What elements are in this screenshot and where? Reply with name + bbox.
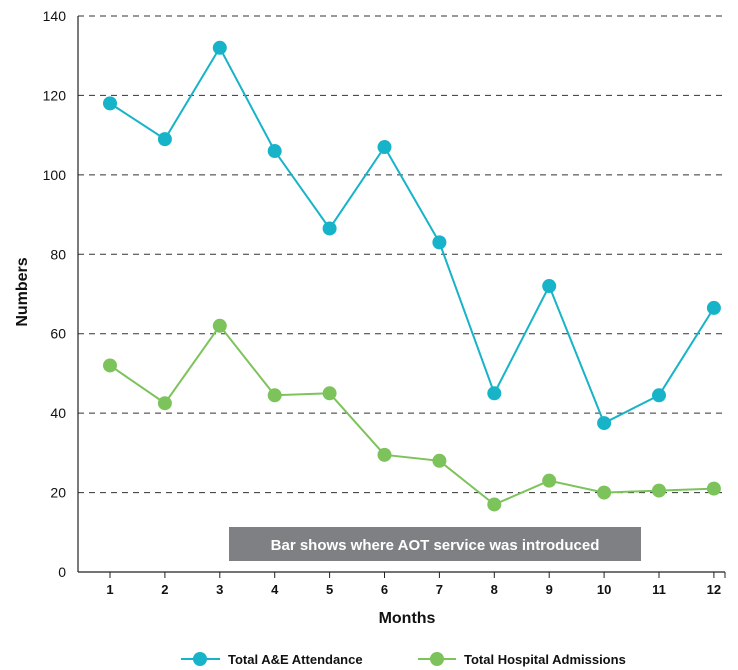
legend-swatch-marker-admissions: [430, 652, 444, 666]
data-point: [267, 388, 282, 403]
data-point: [267, 144, 282, 159]
data-point: [432, 235, 447, 250]
x-tick-label: 10: [597, 582, 611, 597]
x-tick-label: 2: [161, 582, 168, 597]
data-point: [212, 40, 227, 55]
x-tick-label: 4: [271, 582, 279, 597]
x-axis-title: Months: [379, 610, 436, 627]
x-tick-label: 12: [707, 582, 721, 597]
series-line-0: [109, 45, 715, 425]
y-tick-label: 20: [50, 485, 66, 501]
x-tick-label: 7: [436, 582, 443, 597]
data-point: [103, 358, 117, 373]
data-point: [597, 485, 612, 500]
x-tick-label: 3: [216, 582, 223, 597]
data-point: [542, 473, 557, 488]
data-point: [377, 447, 392, 462]
legend-item-ae: Total A&E Attendance: [181, 652, 363, 667]
legend-label-ae: Total A&E Attendance: [228, 652, 363, 667]
data-point: [652, 483, 666, 498]
data-point: [103, 96, 117, 111]
data-point: [377, 140, 392, 155]
x-tick-label: 5: [326, 582, 333, 597]
y-tick-label: 80: [50, 246, 66, 262]
x-tick-label: 9: [546, 582, 553, 597]
x-tick-label: 11: [652, 582, 666, 597]
series-layer: [103, 40, 721, 512]
data-point: [542, 279, 557, 294]
y-tick-label: 100: [43, 167, 67, 183]
legend: Total A&E Attendance Total Hospital Admi…: [181, 652, 626, 667]
y-tick-label: 140: [43, 8, 67, 24]
annotation-banner: Bar shows where AOT service was introduc…: [229, 527, 641, 561]
gridlines: [78, 15, 725, 494]
series-line-1: [109, 324, 714, 506]
annotation-banner-text: Bar shows where AOT service was introduc…: [271, 537, 600, 554]
y-tick-label: 60: [50, 326, 66, 342]
y-tick-label: 120: [43, 87, 67, 103]
data-point: [157, 396, 172, 411]
data-point: [212, 318, 227, 333]
data-point: [487, 386, 502, 401]
data-point: [706, 300, 721, 315]
data-point: [652, 388, 666, 403]
data-point: [432, 453, 447, 468]
y-tick-label: 0: [58, 564, 66, 580]
x-tick-label: 8: [491, 582, 498, 597]
y-tick-label: 40: [50, 405, 66, 421]
legend-item-admissions: Total Hospital Admissions: [418, 652, 626, 667]
x-axis-ticks: 1 2 3 4 5 6 7 8 9 10 11 12: [106, 572, 726, 597]
legend-label-admissions: Total Hospital Admissions: [464, 652, 626, 667]
data-point: [597, 416, 612, 431]
y-axis-ticks: 0 20 40 60 80 100 120 140: [43, 8, 67, 580]
annotation-banner-box: [229, 527, 641, 561]
data-point: [322, 386, 337, 401]
y-axis-title: Numbers: [14, 257, 31, 326]
data-point: [157, 132, 172, 147]
data-point: [322, 221, 337, 236]
legend-swatch-marker-ae: [193, 652, 207, 666]
data-point: [487, 497, 502, 512]
x-tick-label: 1: [106, 582, 113, 597]
data-point: [706, 481, 721, 496]
x-tick-label: 6: [381, 582, 388, 597]
